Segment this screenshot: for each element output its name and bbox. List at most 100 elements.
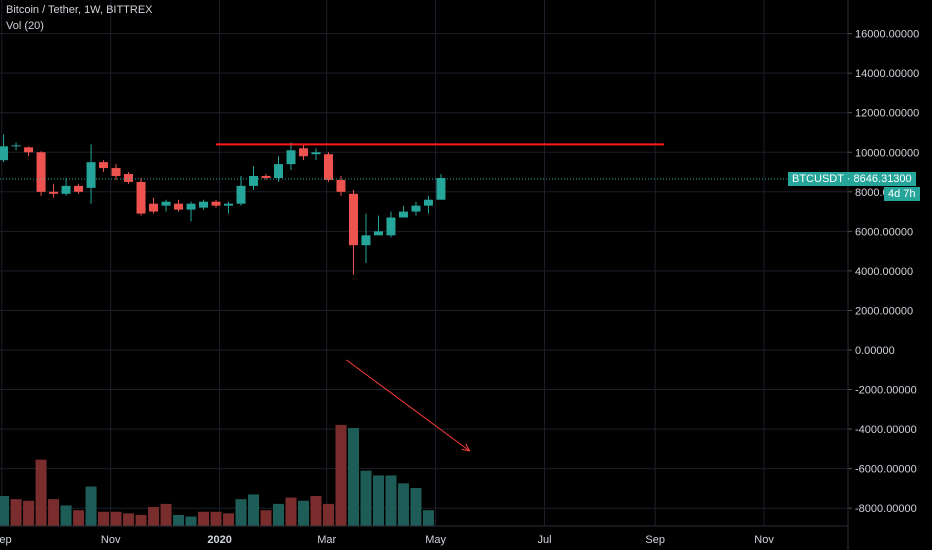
x-tick-label: Nov (101, 534, 121, 546)
candle-body (298, 148, 308, 157)
candle-body (111, 168, 121, 176)
candle-body (136, 181, 146, 214)
volume-bar (0, 495, 10, 526)
price-tag-symbol: BTCUSDT (792, 173, 844, 185)
candle-body (24, 147, 34, 153)
candle-body (274, 164, 284, 178)
volume-bar (235, 499, 247, 526)
candle-body (336, 179, 346, 192)
candle-body (386, 217, 396, 236)
volume-bar (248, 494, 260, 526)
volume-bar (123, 513, 135, 526)
volume-bar (185, 516, 197, 526)
y-tick-label: 16000.00000 (855, 29, 919, 41)
candle-body (236, 185, 246, 204)
volume-bar (160, 503, 172, 526)
volume-bar (73, 510, 85, 526)
candle-body (186, 203, 196, 210)
volume-bar (335, 424, 347, 526)
candle-body (99, 162, 109, 169)
candle-body (224, 203, 234, 206)
x-tick-label: Sep (645, 534, 665, 546)
volume-bar (48, 499, 60, 526)
volume-bar (347, 428, 359, 526)
y-tick-label: 12000.00000 (855, 108, 919, 120)
volume-bar (110, 511, 122, 526)
volume-bar (273, 503, 285, 526)
y-tick-label: -4000.00000 (855, 424, 917, 436)
candle-body (323, 154, 333, 180)
candle-body (348, 193, 358, 246)
volume-bar (98, 511, 110, 526)
candle-body (86, 162, 96, 188)
y-tick-label: 6000.00000 (855, 226, 913, 238)
candle-body (411, 205, 421, 212)
candle-body (36, 152, 46, 192)
candle-body (211, 201, 221, 206)
candle-body (174, 203, 184, 210)
candle-body (373, 231, 383, 236)
x-tick-label: 2020 (207, 534, 231, 546)
volume-bar (385, 475, 397, 526)
candle-body (261, 175, 271, 178)
volume-bar (148, 507, 160, 526)
volume-bar (397, 483, 409, 526)
volume-bar (35, 459, 47, 526)
candle-body (398, 211, 408, 218)
price-tag-separator: · (846, 173, 854, 185)
candle-body (0, 146, 9, 161)
volume-bar (410, 488, 422, 526)
candle-body (74, 185, 84, 192)
y-tick-label: -8000.00000 (855, 503, 917, 515)
candle-body (436, 177, 446, 200)
volume-bar (223, 513, 235, 526)
last-price-tag: BTCUSDT · 8646.31300 (788, 172, 916, 186)
trend-arrow-head (461, 443, 471, 452)
candle-body (11, 145, 21, 147)
price-tag-value: 8646.31300 (853, 173, 912, 185)
y-tick-label: 0.00000 (855, 345, 895, 357)
volume-bars (0, 424, 434, 526)
candle-body (249, 175, 259, 186)
grid-lines (0, 0, 848, 526)
x-tick-label: Nov (754, 534, 774, 546)
volume-bar (135, 514, 147, 526)
candle-body (423, 199, 433, 206)
bar-countdown-tag: 4d 7h (884, 187, 920, 201)
volume-bar (23, 500, 35, 526)
volume-bar (60, 505, 72, 526)
candle-body (361, 235, 371, 246)
volume-bar (85, 486, 97, 526)
volume-bar (360, 470, 372, 526)
volume-bar (372, 475, 384, 526)
x-tick-label: Mar (317, 534, 336, 546)
volume-indicator-label: Vol (20) (6, 20, 44, 32)
y-tick-label: 4000.00000 (855, 266, 913, 278)
y-tick-label: -2000.00000 (855, 385, 917, 397)
volume-bar (198, 511, 210, 526)
volume-bar (310, 495, 322, 526)
candle-body (49, 191, 59, 194)
candle-body (311, 152, 321, 155)
candlestick-series (0, 134, 446, 275)
x-tick-label: May (425, 534, 446, 546)
volume-bar (260, 510, 272, 526)
candle-body (286, 150, 296, 165)
trend-arrow-shaft (346, 359, 470, 452)
drawing-overlays (0, 143, 848, 452)
volume-bar (173, 514, 185, 526)
candle-body (149, 203, 159, 212)
y-tick-label: 14000.00000 (855, 68, 919, 80)
candle-body (61, 185, 71, 194)
volume-bar (422, 510, 434, 526)
volume-bar (285, 497, 297, 526)
x-tick-label: Jul (537, 534, 551, 546)
x-tick-label: Sep (0, 534, 12, 546)
candle-body (161, 201, 171, 206)
volume-bar (297, 500, 309, 526)
volume-bar (210, 511, 222, 526)
chart-title: Bitcoin / Tether, 1W, BITTREX (6, 4, 153, 16)
